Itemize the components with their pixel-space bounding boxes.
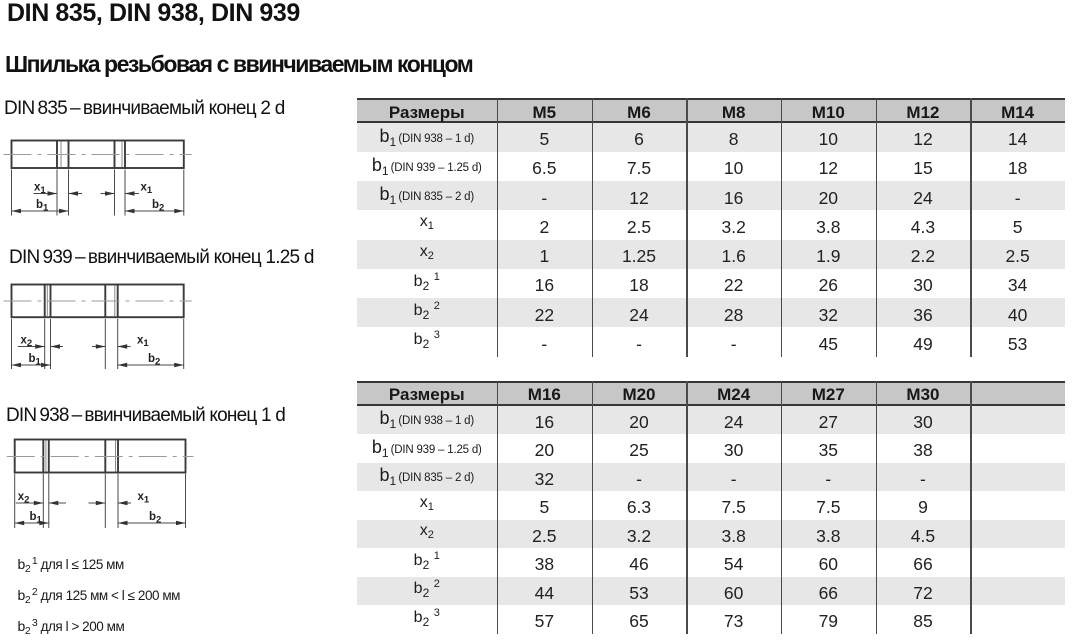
- svg-text:x1: x1: [137, 335, 149, 350]
- svg-text:x2: x2: [18, 491, 30, 506]
- svg-text:b2: b2: [149, 511, 161, 526]
- svg-text:b2: b2: [152, 199, 164, 214]
- svg-text:b1: b1: [30, 511, 43, 526]
- svg-text:x1: x1: [34, 182, 46, 197]
- svg-text:b1: b1: [36, 199, 49, 214]
- svg-text:x1: x1: [141, 182, 153, 197]
- svg-text:b1: b1: [29, 353, 42, 368]
- svg-text:b2: b2: [148, 353, 160, 368]
- svg-text:x1: x1: [138, 491, 150, 506]
- svg-text:x2: x2: [21, 335, 33, 350]
